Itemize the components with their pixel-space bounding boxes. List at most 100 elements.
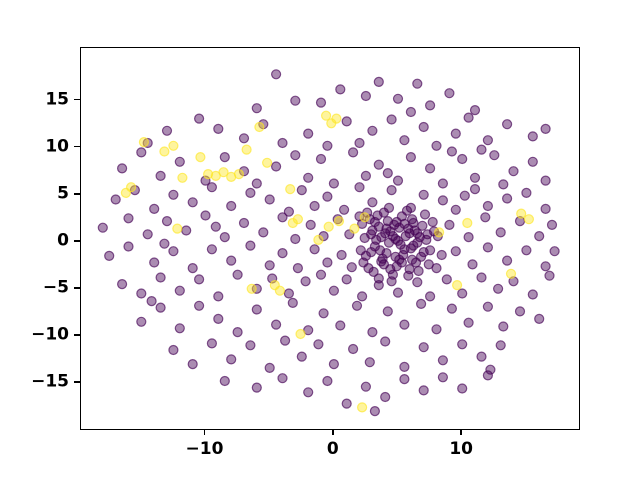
y-tick-label: 0 xyxy=(57,230,69,251)
scatter-point xyxy=(482,135,493,146)
scatter-point xyxy=(326,118,337,129)
scatter-point xyxy=(315,97,327,108)
scatter-point xyxy=(495,340,506,351)
scatter-point xyxy=(459,190,470,201)
scatter-point xyxy=(159,238,170,249)
scatter-point xyxy=(508,276,519,287)
scatter-point xyxy=(392,93,404,104)
scatter-point xyxy=(444,219,455,230)
scatter-point xyxy=(336,249,347,261)
scatter-point xyxy=(371,234,382,245)
scatter-point xyxy=(422,229,433,240)
scatter-point xyxy=(146,296,157,307)
scatter-point xyxy=(159,146,170,157)
scatter-point xyxy=(505,268,517,279)
scatter-point xyxy=(251,304,262,315)
scatter-series-yellow xyxy=(120,110,534,413)
scatter-point xyxy=(149,257,160,268)
scatter-point xyxy=(226,354,237,365)
scatter-point xyxy=(399,319,410,330)
scatter-point xyxy=(446,146,457,157)
y-tick-label: 15 xyxy=(45,89,69,110)
scatter-point xyxy=(318,231,329,242)
scatter-point xyxy=(446,303,457,314)
scatter-point xyxy=(245,340,256,351)
scatter-point xyxy=(540,123,551,135)
scatter-point xyxy=(292,263,303,274)
scatter-point xyxy=(187,197,198,208)
scatter-point xyxy=(392,175,404,186)
scatter-point xyxy=(418,189,429,200)
scatter-point xyxy=(290,150,301,161)
scatter-point xyxy=(437,355,448,366)
scatter-point xyxy=(187,359,198,370)
scatter-point xyxy=(407,254,418,265)
scatter-point xyxy=(482,301,493,312)
scatter-point xyxy=(264,260,275,271)
scatter-point xyxy=(193,274,205,285)
scatter-point xyxy=(193,300,205,311)
scatter-point xyxy=(469,172,481,183)
scatter-point xyxy=(283,206,294,217)
scatter-point xyxy=(322,375,333,387)
scatter-point xyxy=(436,249,447,261)
scatter-point xyxy=(380,336,391,347)
scatter-point xyxy=(280,335,291,346)
scatter-point xyxy=(341,274,352,285)
scatter-point xyxy=(516,208,527,219)
scatter-point xyxy=(412,277,423,288)
scatter-point xyxy=(405,243,416,254)
y-tick-label: 10 xyxy=(45,136,69,157)
scatter-point xyxy=(409,225,420,236)
scatter-point xyxy=(412,237,423,248)
scatter-point xyxy=(502,119,513,130)
scatter-point xyxy=(274,285,285,296)
scatter-point xyxy=(333,216,345,227)
scatter-point xyxy=(373,76,384,88)
scatter-point xyxy=(367,197,378,208)
scatter-layer xyxy=(97,69,560,417)
scatter-point xyxy=(404,228,415,239)
scatter-point xyxy=(245,187,256,198)
scatter-point xyxy=(527,289,538,300)
scatter-point xyxy=(412,78,423,89)
scatter-point xyxy=(457,153,468,165)
scatter-point xyxy=(463,112,474,123)
scatter-point xyxy=(116,163,128,174)
scatter-point xyxy=(418,385,429,396)
scatter-point xyxy=(398,249,409,261)
scatter-point xyxy=(546,219,558,230)
scatter-point xyxy=(328,285,339,296)
scatter-point xyxy=(480,212,491,223)
scatter-point xyxy=(521,245,532,256)
scatter-point xyxy=(427,216,438,228)
scatter-point xyxy=(104,250,115,261)
scatter-point xyxy=(457,339,468,350)
scatter-point xyxy=(206,338,217,349)
scatter-point xyxy=(238,166,250,177)
scatter-point xyxy=(431,324,442,335)
scatter-point xyxy=(277,137,288,149)
scatter-point xyxy=(213,291,224,302)
x-tick-label: 10 xyxy=(449,439,474,459)
scatter-point xyxy=(262,157,273,168)
scatter-point xyxy=(502,255,513,266)
scatter-point xyxy=(219,151,230,163)
scatter-point xyxy=(120,187,132,198)
scatter-point xyxy=(463,232,474,243)
scatter-point xyxy=(315,153,327,165)
y-tick-mark xyxy=(74,145,80,148)
scatter-point xyxy=(292,214,303,225)
scatter-point xyxy=(328,178,339,189)
scatter-point xyxy=(382,306,393,317)
scatter-point xyxy=(172,223,183,234)
x-tick-label: 0 xyxy=(326,439,339,459)
scatter-point xyxy=(476,272,487,283)
scatter-point xyxy=(322,191,333,202)
scatter-point xyxy=(425,163,436,174)
scatter-point xyxy=(378,259,389,270)
scatter-point xyxy=(181,225,192,236)
scatter-point xyxy=(359,212,370,223)
scatter-point xyxy=(450,128,461,139)
